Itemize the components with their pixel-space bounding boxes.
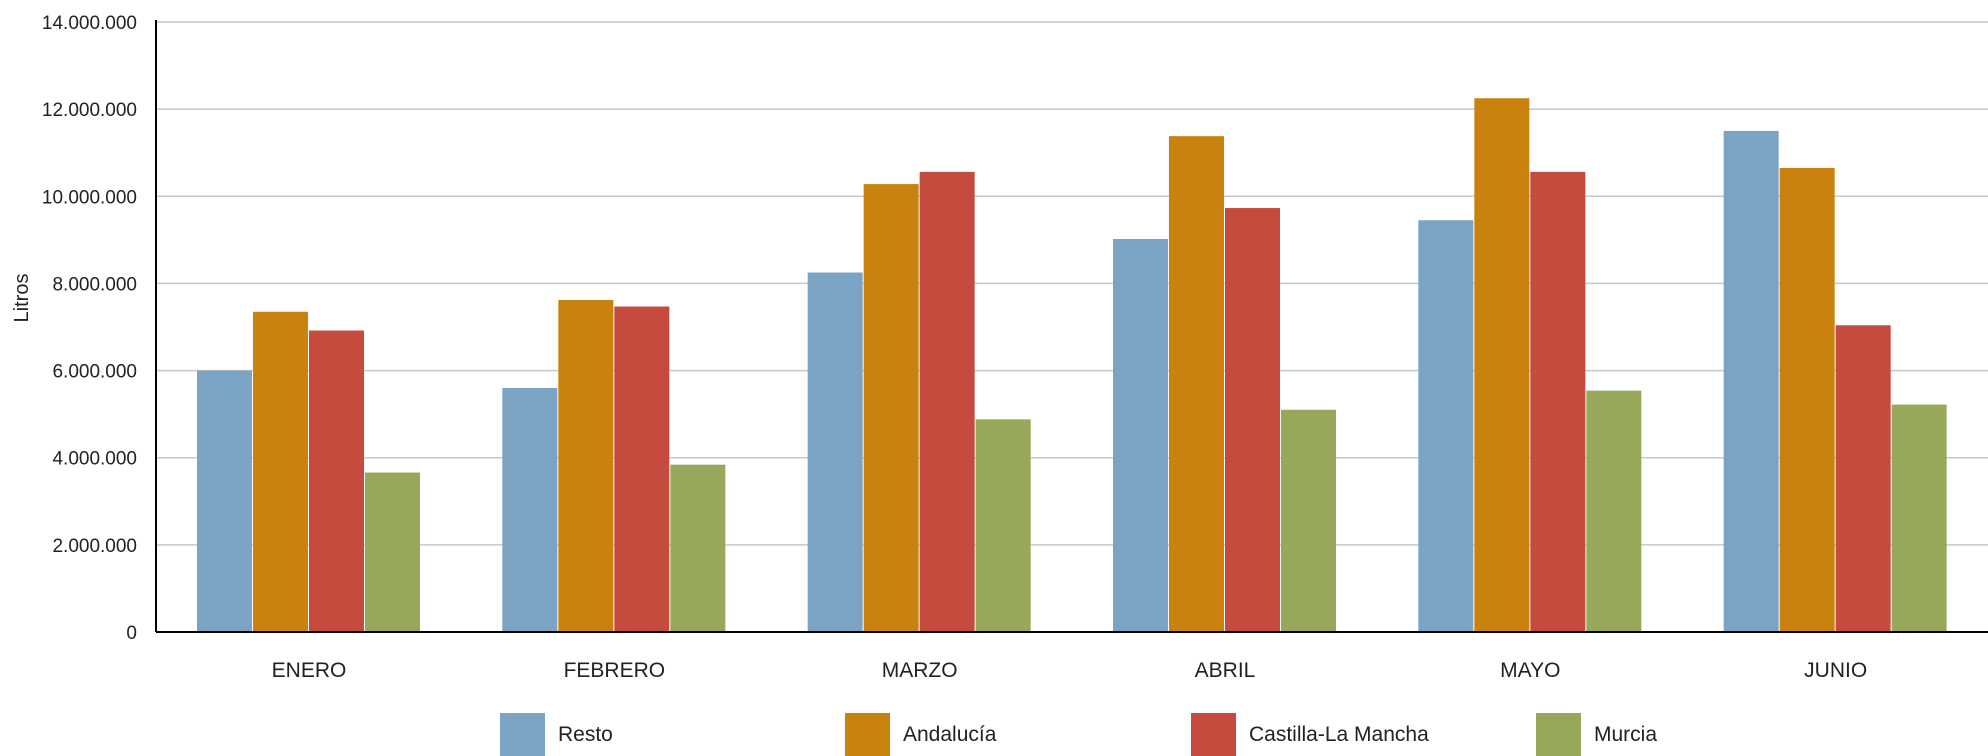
x-tick-label: ENERO [272, 659, 347, 682]
bar-castilla-la-mancha-febrero [614, 306, 670, 632]
x-tick-label: MAYO [1500, 659, 1560, 682]
legend-swatch [1536, 713, 1581, 756]
x-tick-labels: ENERO FEBRERO MARZO ABRIL MAYO JUNIO [272, 659, 1868, 682]
x-tick-label: ABRIL [1195, 659, 1256, 682]
bar-andaluc-a-mayo [1474, 98, 1530, 632]
axes [155, 20, 1988, 633]
bar-resto-mayo [1418, 220, 1474, 632]
bar-andaluc-a-febrero [558, 299, 614, 632]
y-tick-label: 10.000.000 [42, 187, 137, 208]
legend-label: Murcia [1594, 723, 1657, 746]
bar-resto-abril [1113, 238, 1168, 632]
legend-swatch [845, 713, 890, 756]
y-axis-title: Litros [11, 274, 33, 323]
x-tick-label: MARZO [882, 659, 958, 682]
bar-castilla-la-mancha-abril [1225, 208, 1280, 633]
bar-andaluc-a-junio [1779, 167, 1835, 632]
x-tick-label: FEBRERO [564, 659, 666, 682]
x-tick-label: JUNIO [1804, 659, 1867, 682]
y-tick-label: 0 [126, 623, 137, 644]
legend-swatch [1191, 713, 1236, 756]
legend-label: Andalucía [903, 723, 997, 746]
y-tick-label: 4.000.000 [52, 449, 137, 470]
bar-resto-marzo [807, 272, 863, 632]
bar-murcia-marzo [975, 419, 1031, 632]
legend-label: Resto [558, 723, 613, 746]
y-tick-label: 6.000.000 [52, 362, 137, 383]
bar-resto-enero [197, 370, 252, 632]
bar-murcia-mayo [1586, 390, 1642, 632]
y-tick-label: 8.000.000 [52, 274, 137, 295]
legend: Resto Andalucía Castilla-La Mancha Murcia [500, 713, 1657, 756]
bar-resto-junio [1723, 130, 1779, 632]
bar-murcia-junio [1891, 404, 1947, 632]
y-tick-label: 2.000.000 [52, 536, 137, 557]
bar-andaluc-a-enero [253, 311, 308, 632]
legend-label: Castilla-La Mancha [1249, 723, 1429, 746]
bar-andaluc-a-marzo [863, 184, 919, 633]
bar-castilla-la-mancha-mayo [1530, 171, 1586, 632]
bar-murcia-enero [365, 472, 420, 632]
bar-castilla-la-mancha-junio [1835, 325, 1891, 632]
bar-castilla-la-mancha-enero [309, 330, 364, 632]
bar-murcia-febrero [670, 464, 726, 632]
legend-swatch [500, 713, 545, 756]
bar-castilla-la-mancha-marzo [919, 171, 975, 632]
gridlines [156, 21, 1988, 546]
bar-murcia-abril [1281, 409, 1336, 632]
y-tick-label: 14.000.000 [42, 13, 137, 34]
bars [197, 98, 1947, 633]
bar-andaluc-a-abril [1169, 136, 1224, 632]
bar-resto-febrero [502, 388, 558, 632]
y-tick-label: 12.000.000 [42, 100, 137, 121]
y-tick-labels: 0 2.000.000 4.000.000 6.000.000 8.000.000 10.… [42, 13, 137, 644]
